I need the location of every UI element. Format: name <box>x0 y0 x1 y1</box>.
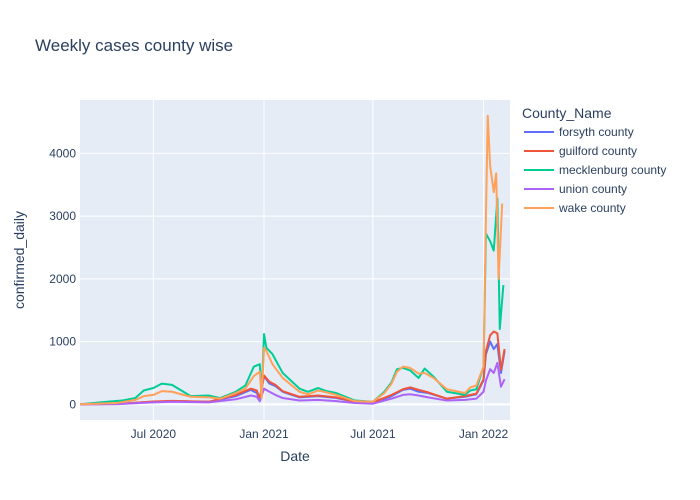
legend-label: guilford county <box>559 144 637 158</box>
legend-label: wake county <box>558 201 626 215</box>
plot-background <box>80 100 510 420</box>
series-line-mecklenburg-county <box>80 197 505 406</box>
y-tick-label: 3000 <box>49 209 76 223</box>
legend-item: guilford county <box>524 144 637 158</box>
y-tick-label: 1000 <box>49 335 76 349</box>
x-tick-label: Jul 2020 <box>131 427 177 441</box>
grid-lines <box>80 100 510 420</box>
y-tick-label: 0 <box>69 397 76 411</box>
chart-title: Weekly cases county wise <box>35 36 233 55</box>
y-tick-label: 2000 <box>49 272 76 286</box>
series-line-wake-county <box>80 114 504 406</box>
x-axis-title: Date <box>280 448 310 464</box>
y-axis-title: confirmed_daily <box>11 211 27 309</box>
y-axis-ticks: 0 1000 2000 3000 4000 <box>49 146 76 411</box>
legend-item: wake county <box>524 201 626 215</box>
series-lines <box>80 114 506 406</box>
legend-label: union county <box>559 182 627 196</box>
legend-label: mecklenburg county <box>559 163 666 177</box>
x-tick-label: Jan 2021 <box>239 427 289 441</box>
legend-title: County_Name <box>522 105 612 121</box>
legend-item: union county <box>524 182 627 196</box>
x-axis-ticks: Jul 2020 Jan 2021 Jul 2021 Jan 2022 <box>131 427 509 441</box>
x-tick-label: Jan 2022 <box>459 427 509 441</box>
y-tick-label: 4000 <box>49 146 76 160</box>
legend-label: forsyth county <box>559 125 634 139</box>
x-tick-label: Jul 2021 <box>350 427 396 441</box>
legend-item: forsyth county <box>524 125 634 139</box>
legend: County_Name forsyth county guilford count… <box>522 105 666 215</box>
series-line-union-county <box>80 361 506 406</box>
legend-item: mecklenburg county <box>524 163 666 177</box>
